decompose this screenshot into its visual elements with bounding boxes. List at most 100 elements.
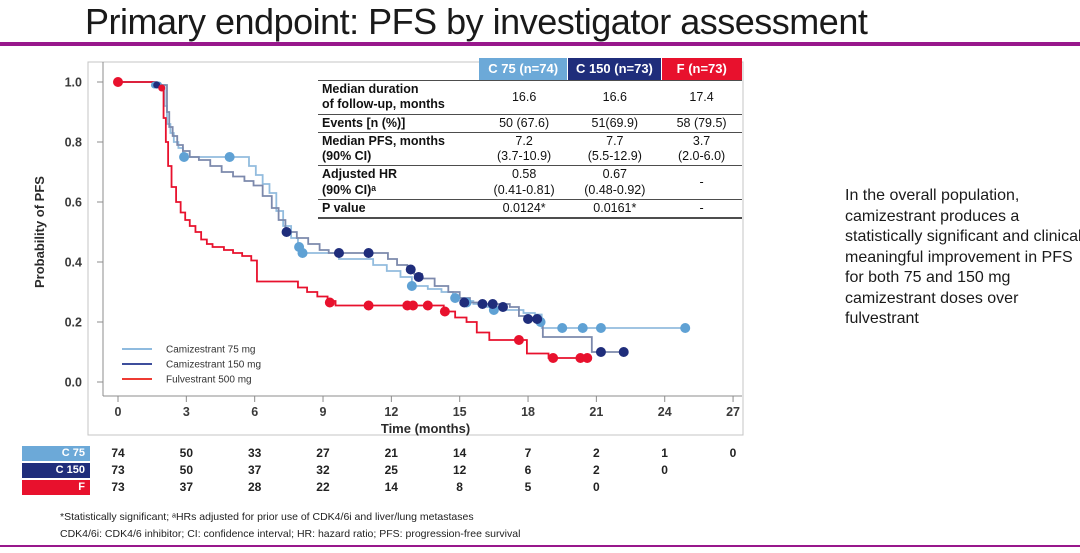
y-tick-label: 0.8 — [65, 136, 82, 150]
footnote-significance: *Statistically significant; ᵃHRs adjuste… — [60, 511, 474, 523]
risk-count: 37 — [179, 480, 193, 494]
y-axis-title: Probability of PFS — [32, 176, 47, 288]
censor-marker — [595, 347, 606, 357]
stats-cell: 17.4 — [689, 89, 714, 104]
risk-count: 27 — [316, 446, 330, 460]
risk-count: 50 — [179, 463, 193, 477]
stats-row-label: Median duration of follow-up, months — [322, 82, 445, 112]
risk-count: 28 — [247, 480, 262, 494]
risk-count: 14 — [384, 480, 398, 494]
annotation-line: statistically significant and clinically — [845, 228, 1080, 245]
censor-marker — [548, 353, 559, 363]
stats-table: C 75 (n=74) C 150 (n=73) F (n=73) Median du… — [318, 58, 742, 219]
censor-marker — [158, 84, 166, 92]
censor-marker — [582, 353, 593, 363]
annotation-line: fulvestrant — [845, 310, 919, 327]
stats-cell: 0.0124* — [502, 200, 546, 215]
censor-marker — [363, 248, 374, 258]
stats-header-row: C 75 (n=74) C 150 (n=73) F (n=73) — [318, 58, 742, 80]
legend-label: Camizestrant 75 mg — [166, 345, 255, 356]
stats-table-row: Median PFS, months (90% CI) 7.2 (3.7-10.9… — [318, 131, 742, 166]
annotation-line: for both 75 and 150 mg — [845, 269, 1011, 286]
risk-count: 12 — [452, 463, 467, 477]
censor-marker — [477, 299, 488, 309]
stats-cell: 0.67 (0.48-0.92) — [584, 167, 646, 197]
stats-header-empty — [318, 58, 479, 80]
risk-count: 73 — [111, 463, 125, 477]
risk-count: 0 — [592, 480, 600, 494]
risk-row-chip: F — [22, 480, 90, 495]
censor-marker — [459, 297, 470, 308]
legend-label: Camizestrant 150 mg — [166, 360, 261, 371]
risk-count: 2 — [592, 463, 600, 477]
y-tick-label: 1.0 — [65, 76, 82, 90]
censor-marker — [224, 152, 235, 162]
y-tick-label: 0.0 — [65, 376, 82, 390]
censor-marker — [450, 293, 461, 303]
stats-cell: 58 (79.5) — [676, 115, 727, 130]
censor-marker — [575, 353, 586, 363]
stats-row-label: P value — [322, 200, 366, 215]
censor-marker — [577, 323, 588, 333]
censor-marker — [113, 77, 123, 87]
censor-marker — [406, 281, 417, 291]
censor-marker — [513, 335, 524, 345]
stats-cell: 16.6 — [511, 89, 537, 104]
risk-count: 33 — [247, 446, 262, 460]
x-tick-label: 3 — [183, 405, 190, 419]
stats-table-row: Adjusted HR (90% CI)ᵃ 0.58 (0.41-0.81) 0.6… — [318, 165, 742, 199]
stats-column-header: F (n=73) — [660, 58, 742, 80]
annotation-line: camizestrant produces a — [845, 207, 1020, 225]
x-tick-label: 27 — [726, 405, 740, 419]
censor-marker — [487, 299, 498, 309]
bottom-divider — [0, 545, 1080, 547]
stats-cell: - — [699, 200, 704, 215]
risk-row-chip: C 150 — [22, 463, 90, 478]
censor-marker — [408, 300, 419, 311]
y-tick-label: 0.4 — [65, 256, 82, 270]
x-tick-label: 21 — [589, 405, 603, 419]
stats-table-row: Events [n (%)] 50 (67.6) 51(69.9) 58 (79.5) — [318, 113, 742, 132]
stats-row-label: Adjusted HR (90% CI)ᵃ — [322, 167, 397, 197]
y-tick-label: 0.2 — [65, 316, 82, 330]
censor-marker — [179, 152, 190, 162]
x-tick-label: 9 — [320, 405, 327, 419]
risk-count: 0 — [661, 463, 668, 477]
annotation-line: camizestrant doses over — [845, 289, 1019, 307]
stats-cell: 3.7 (2.0-6.0) — [677, 133, 726, 163]
x-tick-label: 6 — [251, 405, 258, 419]
stats-cell: 0.0161* — [593, 200, 637, 215]
risk-count: 1 — [661, 446, 668, 460]
x-tick-label: 15 — [453, 405, 467, 419]
risk-count: 0 — [729, 446, 737, 460]
x-axis-title: Time (months) — [381, 421, 470, 436]
legend-label: Fulvestrant 500 mg — [166, 375, 252, 386]
stats-cell: 16.6 — [602, 89, 627, 104]
stats-cell: 50 (67.6) — [499, 115, 550, 130]
stats-cell: 7.7 (5.5-12.9) — [587, 133, 642, 163]
x-tick-label: 18 — [521, 405, 535, 419]
stats-cell: - — [699, 174, 704, 189]
censor-marker — [413, 272, 424, 282]
stats-row-label: Median PFS, months (90% CI) — [322, 133, 445, 163]
risk-count: 32 — [316, 463, 330, 477]
censor-marker — [422, 300, 433, 311]
censor-marker — [680, 323, 691, 333]
risk-count: 5 — [524, 480, 532, 494]
risk-count: 73 — [111, 480, 125, 494]
stats-table-row: P value 0.0124* 0.0161* - — [318, 198, 742, 219]
x-tick-label: 24 — [658, 405, 672, 419]
risk-row-chip: C 75 — [22, 446, 90, 461]
censor-marker — [324, 297, 335, 308]
risk-count: 74 — [111, 446, 125, 460]
title-divider — [0, 42, 1080, 46]
risk-count: 14 — [452, 446, 467, 460]
risk-count: 7 — [524, 446, 532, 460]
censor-marker — [405, 264, 416, 275]
risk-count: 2 — [592, 446, 600, 460]
km-curve-fulvestrant-500-mg — [118, 81, 590, 359]
risk-count: 21 — [384, 446, 398, 460]
risk-count: 22 — [316, 480, 330, 494]
stats-row-label: Events [n (%)] — [322, 115, 406, 130]
